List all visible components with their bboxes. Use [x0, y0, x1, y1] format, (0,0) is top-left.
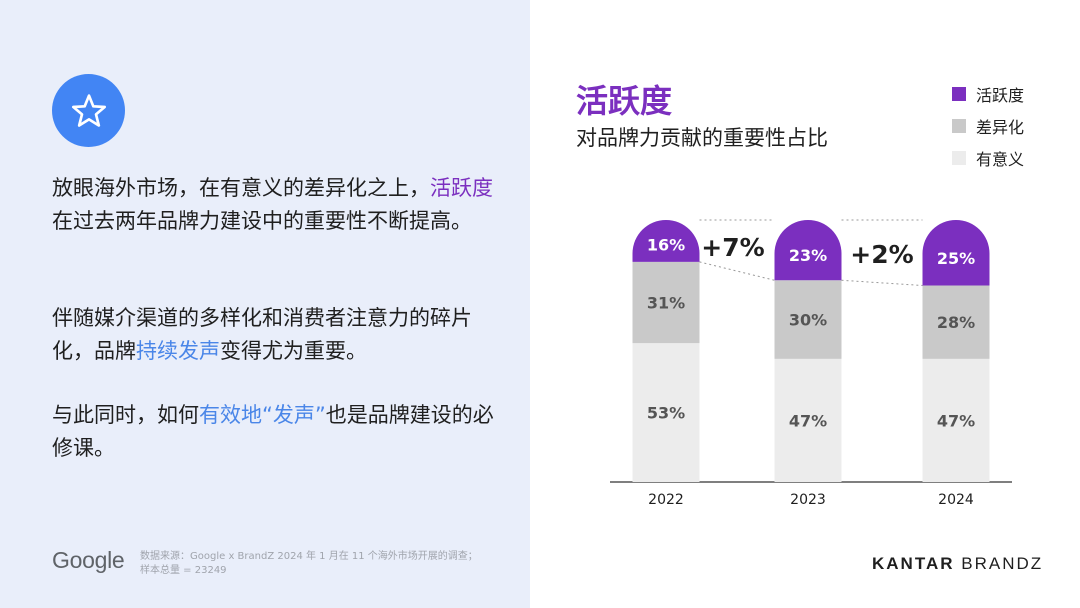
bar-segment: [632, 343, 700, 482]
data-source-note: 数据来源：Google x BrandZ 2024 年 1 月在 11 个海外市…: [140, 550, 500, 578]
source-line-1: 数据来源：Google x BrandZ 2024 年 1 月在 11 个海外市…: [140, 551, 478, 562]
connector-line: [699, 261, 775, 281]
data-label: 31%: [647, 294, 685, 313]
bar-segment: [774, 280, 842, 359]
paragraph-3-highlight: 有效地“发声”: [199, 403, 326, 427]
bar-segment: [632, 220, 700, 262]
legend-swatch-meaningful: [952, 151, 966, 165]
x-tick-label: 2024: [938, 492, 974, 508]
paragraph-2: 伴随媒介渠道的多样化和消费者注意力的碎片化，品牌持续发声变得尤为重要。: [52, 302, 512, 368]
legend-item-meaningful: 有意义: [952, 148, 1025, 169]
kantar-brandz-logo: KANTAR BRANDZ: [872, 554, 1043, 574]
data-label: 23%: [789, 246, 827, 265]
x-tick-label: 2022: [648, 492, 684, 508]
chart-title: 活跃度: [576, 82, 673, 120]
legend-item-active: 活跃度: [952, 84, 1025, 105]
chart-subtitle: 对品牌力贡献的重要性占比: [576, 126, 828, 150]
data-label: 28%: [937, 313, 975, 332]
bar-segment: [922, 220, 990, 286]
source-line-2: 样本总量 = 23249: [140, 565, 227, 576]
bar-segment: [774, 220, 842, 281]
paragraph-1-highlight: 活跃度: [430, 176, 493, 200]
growth-annotation: +7%: [701, 233, 764, 262]
data-label: 30%: [789, 311, 827, 330]
paragraph-2-text-a: 伴随媒介渠道的多样化和消费者注意力的碎片化，品牌: [52, 306, 472, 363]
legend-label-differentiated: 差异化: [976, 118, 1025, 137]
bar-segment: [632, 261, 700, 344]
paragraph-1-text-a: 放眼海外市场，在有意义的差异化之上，: [52, 176, 430, 200]
x-tick-label: 2023: [790, 492, 826, 508]
data-label: 16%: [647, 235, 685, 254]
data-label: 47%: [937, 411, 975, 430]
data-label: 53%: [647, 404, 685, 423]
legend-swatch-differentiated: [952, 119, 966, 133]
star-icon: [71, 93, 106, 127]
paragraph-3-text-b: 也是品牌建设的必修课。: [52, 403, 494, 460]
growth-annotation: +2%: [850, 240, 913, 269]
data-label: 25%: [937, 249, 975, 268]
left-panel: 放眼海外市场，在有意义的差异化之上，活跃度在过去两年品牌力建设中的重要性不断提高…: [0, 0, 530, 608]
data-label: 47%: [789, 411, 827, 430]
paragraph-1: 放眼海外市场，在有意义的差异化之上，活跃度在过去两年品牌力建设中的重要性不断提高…: [52, 172, 512, 238]
brandz-wordmark: BRANDZ: [961, 554, 1044, 573]
kantar-wordmark: KANTAR: [872, 554, 955, 573]
paragraph-2-text-b: 变得尤为重要。: [220, 339, 367, 363]
stacked-bar-chart: 53% 31% 16% 2022 47% 30% 23% 2023 47% 28% 25% 2024 +…: [610, 219, 1012, 508]
google-logo: Google: [52, 547, 125, 573]
bar-segment: [922, 285, 990, 359]
paragraph-3: 与此同时，如何有效地“发声”也是品牌建设的必修课。: [52, 399, 512, 465]
legend-label-active: 活跃度: [976, 86, 1025, 105]
paragraph-1-text-b: 在过去两年品牌力建设中的重要性不断提高。: [52, 209, 472, 233]
bar-segment: [774, 358, 842, 482]
paragraph-2-highlight: 持续发声: [136, 339, 220, 363]
paragraph-3-text-a: 与此同时，如何: [52, 403, 199, 427]
legend-item-differentiated: 差异化: [952, 116, 1025, 137]
connector-line: [841, 279, 923, 286]
legend-swatch-active: [952, 87, 966, 101]
legend-label-meaningful: 有意义: [976, 150, 1025, 169]
bar-segment: [922, 358, 990, 482]
chart-legend: 活跃度 差异化 有意义: [952, 84, 1024, 180]
star-badge: [52, 74, 125, 147]
